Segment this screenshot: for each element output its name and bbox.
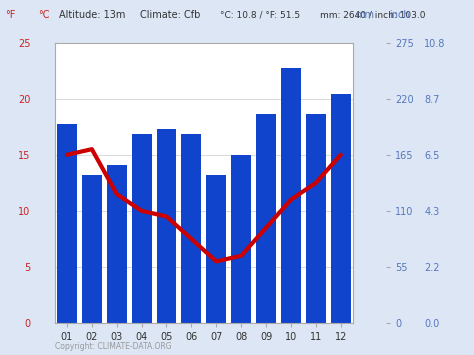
Text: mm: mm: [356, 10, 374, 20]
Text: °F: °F: [5, 10, 15, 20]
Text: mm: 2640 / inch: 103.0: mm: 2640 / inch: 103.0: [320, 10, 426, 20]
Bar: [182, 135, 201, 323]
Bar: [82, 175, 102, 323]
Text: °C: °C: [38, 10, 49, 20]
Text: Copyright: CLIMATE-DATA.ORG: Copyright: CLIMATE-DATA.ORG: [55, 343, 171, 351]
Bar: [156, 129, 176, 323]
Bar: [57, 124, 77, 323]
Bar: [107, 165, 127, 323]
Text: Climate: Cfb: Climate: Cfb: [140, 10, 200, 20]
Text: °C: 10.8 / °F: 51.5: °C: 10.8 / °F: 51.5: [220, 10, 301, 20]
Bar: [256, 114, 276, 323]
Text: inch: inch: [389, 10, 410, 20]
Bar: [306, 114, 326, 323]
Bar: [206, 175, 226, 323]
Bar: [281, 68, 301, 323]
Bar: [331, 94, 351, 323]
Text: Altitude: 13m: Altitude: 13m: [59, 10, 126, 20]
Bar: [132, 135, 152, 323]
Bar: [231, 155, 251, 323]
